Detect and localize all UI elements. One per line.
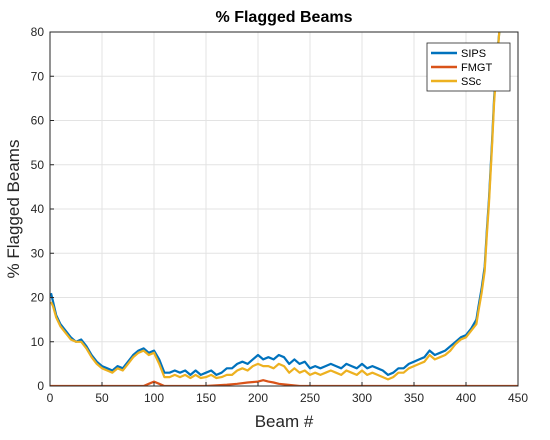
y-tick-label: 10 — [31, 335, 45, 349]
legend-label-fmgt: FMGT — [461, 62, 492, 74]
x-tick-label: 450 — [508, 391, 528, 405]
x-axis-label: Beam # — [255, 412, 314, 431]
x-tick-label: 200 — [248, 391, 268, 405]
y-tick-label: 50 — [31, 158, 45, 172]
chart-title: % Flagged Beams — [216, 9, 353, 26]
axis-ticks: 0 50 100 150 200 250 300 350 400 450 0 10 20 30 40 50 60… — [31, 25, 529, 405]
y-tick-label: 30 — [31, 246, 45, 260]
series-line-fmgt — [50, 379, 518, 386]
x-tick-label: 100 — [144, 391, 164, 405]
x-tick-label: 50 — [95, 391, 109, 405]
x-tick-label: 350 — [404, 391, 424, 405]
y-axis-label: % Flagged Beams — [4, 140, 23, 279]
series-line-ssc — [50, 32, 501, 381]
y-tick-label: 70 — [31, 69, 45, 83]
series-lines — [50, 32, 518, 386]
x-tick-label: 150 — [196, 391, 216, 405]
y-tick-label: 60 — [31, 114, 45, 128]
x-tick-label: 250 — [300, 391, 320, 405]
x-tick-label: 0 — [47, 391, 54, 405]
series-line-sips — [50, 32, 501, 376]
y-tick-label: 40 — [31, 202, 45, 216]
legend-label-ssc: SSc — [461, 76, 482, 88]
y-tick-label: 20 — [31, 291, 45, 305]
y-tick-label: 80 — [31, 25, 45, 39]
y-tick-label: 0 — [37, 379, 44, 393]
x-tick-label: 300 — [352, 391, 372, 405]
legend-label-sips: SIPS — [461, 48, 486, 60]
x-tick-label: 400 — [456, 391, 476, 405]
legend: SIPS FMGT SSc — [426, 42, 511, 92]
